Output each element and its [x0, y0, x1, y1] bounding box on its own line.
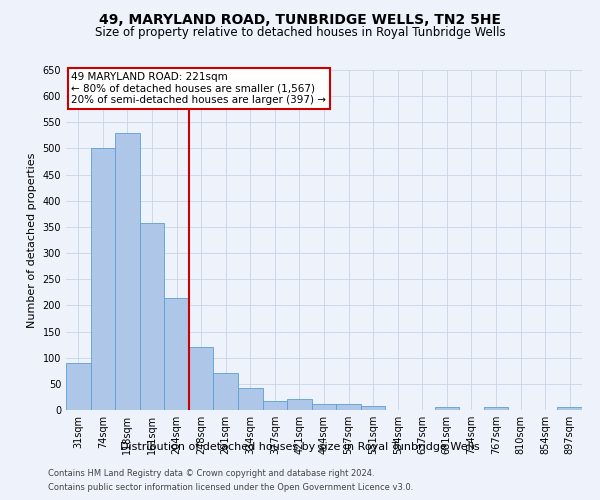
Text: Size of property relative to detached houses in Royal Tunbridge Wells: Size of property relative to detached ho…: [95, 26, 505, 39]
Bar: [263, 400, 287, 410]
Bar: [214, 374, 238, 410]
Bar: [189, 347, 214, 410]
Bar: [140, 222, 164, 410]
Bar: [361, 406, 385, 410]
Text: Contains HM Land Registry data © Crown copyright and database right 2024.: Contains HM Land Registry data © Crown c…: [48, 468, 374, 477]
Bar: [164, 298, 189, 410]
Bar: [484, 408, 508, 410]
Bar: [115, 133, 140, 410]
Text: Contains public sector information licensed under the Open Government Licence v3: Contains public sector information licen…: [48, 484, 413, 492]
Text: 49, MARYLAND ROAD, TUNBRIDGE WELLS, TN2 5HE: 49, MARYLAND ROAD, TUNBRIDGE WELLS, TN2 …: [99, 12, 501, 26]
Bar: [91, 148, 115, 410]
Y-axis label: Number of detached properties: Number of detached properties: [27, 152, 37, 328]
Bar: [336, 404, 361, 410]
Bar: [287, 399, 312, 410]
Text: Distribution of detached houses by size in Royal Tunbridge Wells: Distribution of detached houses by size …: [120, 442, 480, 452]
Bar: [312, 404, 336, 410]
Text: 49 MARYLAND ROAD: 221sqm
← 80% of detached houses are smaller (1,567)
20% of sem: 49 MARYLAND ROAD: 221sqm ← 80% of detach…: [71, 72, 326, 105]
Bar: [557, 408, 582, 410]
Bar: [66, 363, 91, 410]
Bar: [434, 408, 459, 410]
Bar: [238, 388, 263, 410]
